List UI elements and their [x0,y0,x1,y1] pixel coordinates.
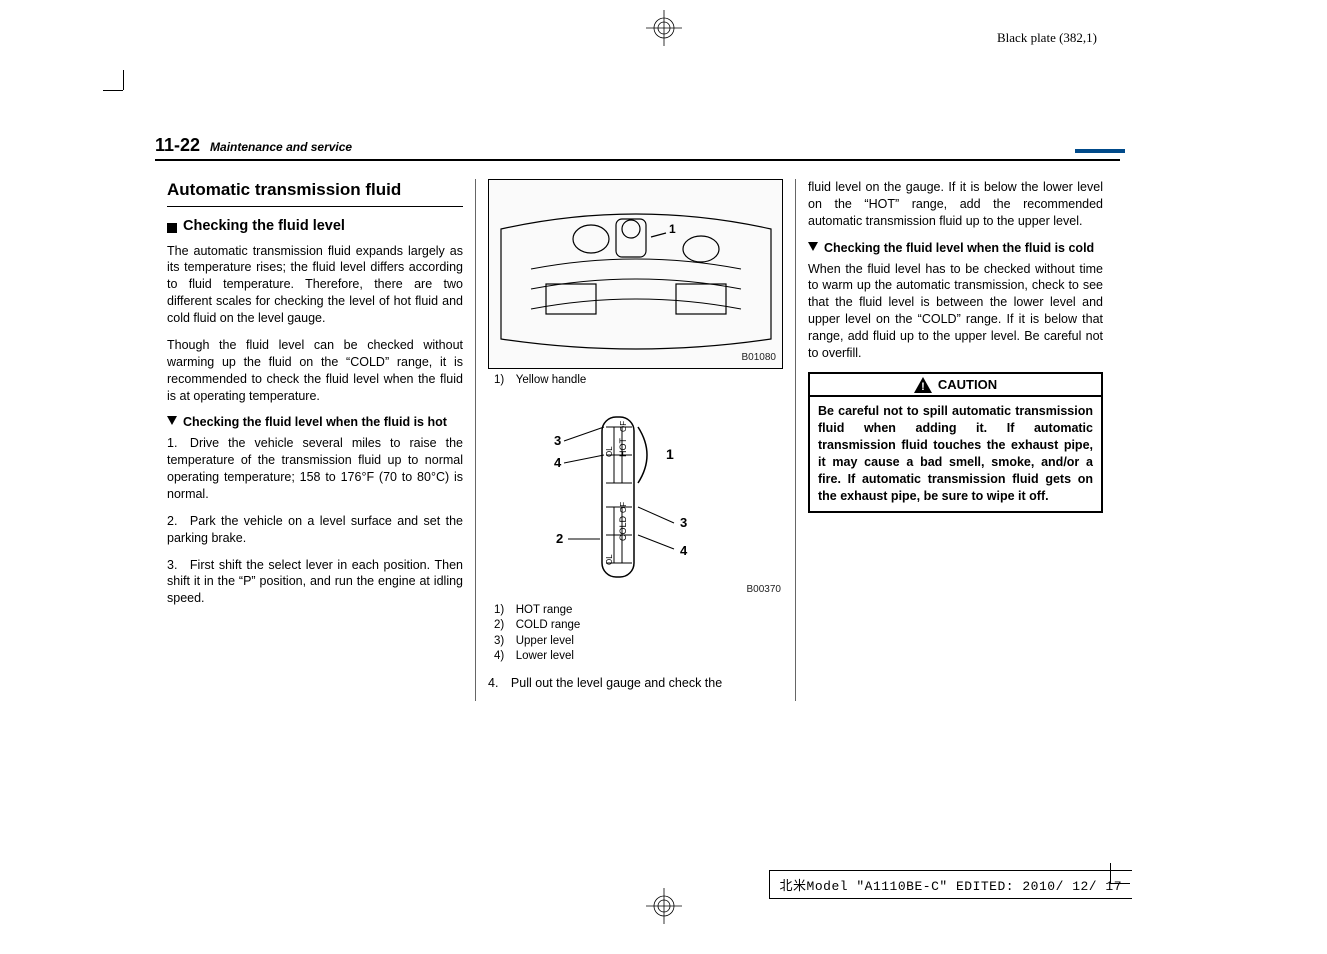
page-number: 11-22 [155,135,200,156]
running-header: 11-22 Maintenance and service [155,135,1120,161]
column-2: 1 B01080 1) Yellow handle [475,179,795,701]
triangle-bullet-icon [167,416,177,425]
svg-text:3: 3 [554,433,561,448]
svg-text:OL: OL [605,445,614,456]
engine-diagram-icon: 1 [491,189,781,359]
caption-upper-level: 3) Upper level [494,634,783,650]
page-body: 11-22 Maintenance and service Automatic … [155,135,1120,701]
caution-label: CAUTION [938,376,997,394]
content-columns: Automatic transmission fluid Checking th… [155,179,1120,701]
figure-gauge: HOT OL OF COLD OL OF 3 4 2 1 [488,399,783,599]
warning-icon: ! [914,377,932,393]
caption-lower-level: 4) Lower level [494,649,783,665]
caption-gauge-list: 1) HOT range 2) COLD range 3) Upper leve… [494,603,783,665]
para-cold: When the fluid level has to be checked w… [808,261,1103,362]
heading-check-level-text: Checking the fluid level [183,217,345,237]
heading-hot: Checking the fluid level when the fluid … [167,414,463,431]
svg-text:2: 2 [556,531,563,546]
crop-mark [123,70,124,90]
step-4: 4. Pull out the level gauge and check th… [488,675,783,692]
heading-hot-text: Checking the fluid level when the fluid … [183,414,447,431]
section-name: Maintenance and service [210,140,352,154]
heading-cold: Checking the fluid level when the fluid … [808,240,1103,257]
svg-text:3: 3 [680,515,687,530]
step-3: 3. First shift the select lever in each … [167,557,463,608]
svg-text:4: 4 [554,455,562,470]
registration-mark-top [646,10,682,46]
figure-code-engine: B01080 [742,351,776,365]
caption-yellow-handle: 1) Yellow handle [494,373,783,389]
crop-mark [103,90,123,91]
heading-atf: Automatic transmission fluid [167,179,463,207]
heading-check-level: Checking the fluid level [167,217,463,237]
step-2: 2. Park the vehicle on a level surface a… [167,513,463,547]
triangle-bullet-icon [808,242,818,251]
step-1: 1. Drive the vehicle several miles to ra… [167,435,463,503]
svg-text:!: ! [921,381,925,393]
registration-mark-bottom [646,888,682,924]
accent-bar [1075,149,1125,153]
svg-text:1: 1 [666,446,674,462]
para-gauge-continues: fluid level on the gauge. If it is below… [808,179,1103,230]
svg-text:OF: OF [619,420,628,431]
svg-text:OF: OF [619,501,628,512]
svg-text:1: 1 [669,222,676,236]
footer-model-info: 北米Model ″A1110BE-C″ EDITED: 2010/ 12/ 17 [769,870,1132,899]
svg-text:HOT: HOT [618,437,628,457]
heading-cold-text: Checking the fluid level when the fluid … [824,240,1094,257]
svg-text:4: 4 [680,543,688,558]
svg-text:COLD: COLD [618,515,628,541]
caution-body: Be careful not to spill automatic transm… [808,397,1103,512]
svg-text:OL: OL [605,553,614,564]
caution-header: ! CAUTION [808,372,1103,398]
column-3: fluid level on the gauge. If it is below… [795,179,1115,701]
square-bullet-icon [167,223,177,233]
para-though: Though the fluid level can be checked wi… [167,337,463,405]
caption-hot-range: 1) HOT range [494,603,783,619]
column-1: Automatic transmission fluid Checking th… [155,179,475,701]
figure-code-gauge: B00370 [747,583,781,597]
plate-info: Black plate (382,1) [997,30,1097,46]
para-expands: The automatic transmission fluid expands… [167,243,463,327]
caption-cold-range: 2) COLD range [494,618,783,634]
figure-engine: 1 B01080 [488,179,783,369]
